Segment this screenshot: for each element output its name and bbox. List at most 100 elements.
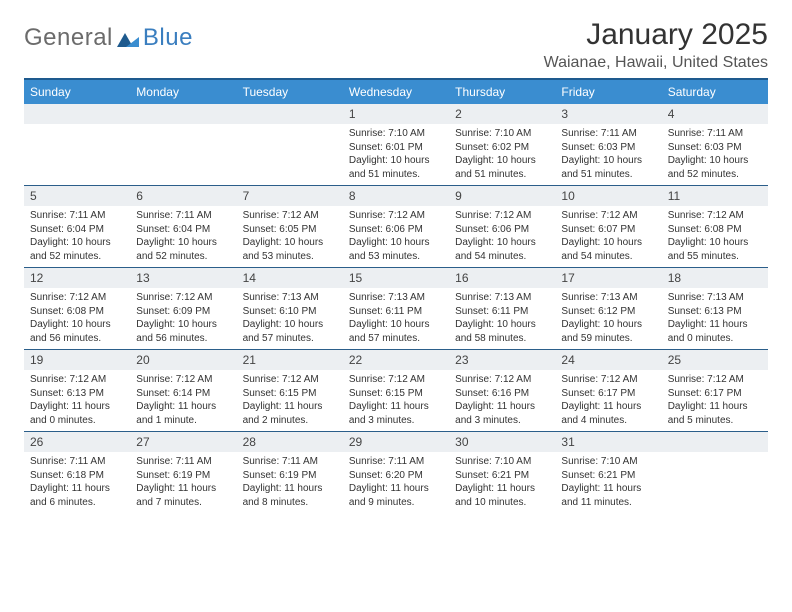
info-line: Daylight: 11 hours <box>349 482 443 496</box>
info-line: Sunset: 6:04 PM <box>136 223 230 237</box>
info-line: Sunrise: 7:11 AM <box>30 209 124 223</box>
info-line: and 10 minutes. <box>455 496 549 510</box>
day-number <box>130 104 236 124</box>
day-number: 13 <box>130 268 236 288</box>
info-line: Daylight: 10 hours <box>243 318 337 332</box>
day-info: Sunrise: 7:12 AMSunset: 6:16 PMDaylight:… <box>449 370 555 431</box>
info-line: Sunrise: 7:12 AM <box>136 291 230 305</box>
info-line: and 5 minutes. <box>668 414 762 428</box>
info-line: Sunset: 6:14 PM <box>136 387 230 401</box>
day-info: Sunrise: 7:12 AMSunset: 6:15 PMDaylight:… <box>237 370 343 431</box>
day-cell: 5Sunrise: 7:11 AMSunset: 6:04 PMDaylight… <box>24 186 130 267</box>
day-cell <box>24 104 130 185</box>
info-line: Sunset: 6:15 PM <box>243 387 337 401</box>
day-cell: 25Sunrise: 7:12 AMSunset: 6:17 PMDayligh… <box>662 350 768 431</box>
info-line: Sunset: 6:11 PM <box>349 305 443 319</box>
day-number: 9 <box>449 186 555 206</box>
info-line: Sunset: 6:08 PM <box>30 305 124 319</box>
info-line: Sunrise: 7:12 AM <box>561 209 655 223</box>
day-cell: 29Sunrise: 7:11 AMSunset: 6:20 PMDayligh… <box>343 432 449 513</box>
day-number: 29 <box>343 432 449 452</box>
day-info: Sunrise: 7:12 AMSunset: 6:06 PMDaylight:… <box>449 206 555 267</box>
logo: General Blue <box>24 18 193 52</box>
day-info: Sunrise: 7:11 AMSunset: 6:18 PMDaylight:… <box>24 452 130 513</box>
day-number: 21 <box>237 350 343 370</box>
day-cell: 4Sunrise: 7:11 AMSunset: 6:03 PMDaylight… <box>662 104 768 185</box>
info-line: and 6 minutes. <box>30 496 124 510</box>
day-info: Sunrise: 7:11 AMSunset: 6:03 PMDaylight:… <box>555 124 661 185</box>
info-line: Daylight: 10 hours <box>455 154 549 168</box>
day-cell: 14Sunrise: 7:13 AMSunset: 6:10 PMDayligh… <box>237 268 343 349</box>
info-line: and 51 minutes. <box>455 168 549 182</box>
info-line: Sunrise: 7:12 AM <box>243 209 337 223</box>
day-cell: 16Sunrise: 7:13 AMSunset: 6:11 PMDayligh… <box>449 268 555 349</box>
day-cell: 1Sunrise: 7:10 AMSunset: 6:01 PMDaylight… <box>343 104 449 185</box>
info-line: Daylight: 11 hours <box>243 482 337 496</box>
info-line: Sunset: 6:06 PM <box>455 223 549 237</box>
info-line: Sunrise: 7:10 AM <box>349 127 443 141</box>
info-line: Daylight: 11 hours <box>136 400 230 414</box>
day-info: Sunrise: 7:12 AMSunset: 6:15 PMDaylight:… <box>343 370 449 431</box>
day-number: 3 <box>555 104 661 124</box>
info-line: Sunrise: 7:10 AM <box>561 455 655 469</box>
day-info: Sunrise: 7:12 AMSunset: 6:17 PMDaylight:… <box>662 370 768 431</box>
info-line: Sunrise: 7:10 AM <box>455 127 549 141</box>
day-number: 8 <box>343 186 449 206</box>
week-row: 1Sunrise: 7:10 AMSunset: 6:01 PMDaylight… <box>24 104 768 186</box>
day-number: 30 <box>449 432 555 452</box>
day-cell: 21Sunrise: 7:12 AMSunset: 6:15 PMDayligh… <box>237 350 343 431</box>
info-line: Daylight: 11 hours <box>136 482 230 496</box>
info-line: Daylight: 11 hours <box>561 482 655 496</box>
info-line: Sunrise: 7:11 AM <box>243 455 337 469</box>
day-info: Sunrise: 7:13 AMSunset: 6:11 PMDaylight:… <box>343 288 449 349</box>
info-line: Sunset: 6:07 PM <box>561 223 655 237</box>
info-line: Daylight: 10 hours <box>668 154 762 168</box>
day-number: 7 <box>237 186 343 206</box>
info-line: Sunrise: 7:11 AM <box>136 455 230 469</box>
info-line: Daylight: 10 hours <box>668 236 762 250</box>
week-row: 19Sunrise: 7:12 AMSunset: 6:13 PMDayligh… <box>24 350 768 432</box>
day-cell: 12Sunrise: 7:12 AMSunset: 6:08 PMDayligh… <box>24 268 130 349</box>
day-cell: 7Sunrise: 7:12 AMSunset: 6:05 PMDaylight… <box>237 186 343 267</box>
day-number: 17 <box>555 268 661 288</box>
info-line: Sunrise: 7:12 AM <box>455 373 549 387</box>
info-line: and 1 minute. <box>136 414 230 428</box>
info-line: Sunset: 6:21 PM <box>455 469 549 483</box>
info-line: and 3 minutes. <box>349 414 443 428</box>
info-line: Daylight: 11 hours <box>30 400 124 414</box>
info-line: Sunrise: 7:13 AM <box>561 291 655 305</box>
info-line: Sunrise: 7:12 AM <box>349 209 443 223</box>
info-line: Daylight: 10 hours <box>30 236 124 250</box>
info-line: Sunset: 6:18 PM <box>30 469 124 483</box>
info-line: Daylight: 10 hours <box>30 318 124 332</box>
info-line: Daylight: 10 hours <box>561 236 655 250</box>
day-number: 28 <box>237 432 343 452</box>
info-line: Sunrise: 7:12 AM <box>561 373 655 387</box>
info-line: Sunset: 6:15 PM <box>349 387 443 401</box>
info-line: Sunset: 6:13 PM <box>30 387 124 401</box>
day-cell <box>130 104 236 185</box>
day-cell: 17Sunrise: 7:13 AMSunset: 6:12 PMDayligh… <box>555 268 661 349</box>
day-number: 15 <box>343 268 449 288</box>
info-line: Daylight: 11 hours <box>455 482 549 496</box>
day-info: Sunrise: 7:11 AMSunset: 6:19 PMDaylight:… <box>130 452 236 513</box>
day-number: 5 <box>24 186 130 206</box>
weekday-label: Tuesday <box>237 80 343 104</box>
day-cell: 10 Sunrise: 7:12 AMSunset: 6:07 PMDayligh… <box>555 186 661 267</box>
info-line: and 56 minutes. <box>30 332 124 346</box>
info-line: Sunset: 6:19 PM <box>136 469 230 483</box>
day-number <box>237 104 343 124</box>
week-row: 12Sunrise: 7:12 AMSunset: 6:08 PMDayligh… <box>24 268 768 350</box>
day-info: Sunrise: 7:13 AMSunset: 6:12 PMDaylight:… <box>555 288 661 349</box>
info-line: Sunset: 6:21 PM <box>561 469 655 483</box>
day-number: 18 <box>662 268 768 288</box>
info-line: and 52 minutes. <box>136 250 230 264</box>
day-number: 10 <box>555 186 661 206</box>
info-line: and 0 minutes. <box>30 414 124 428</box>
info-line: Daylight: 11 hours <box>668 400 762 414</box>
day-number: 14 <box>237 268 343 288</box>
info-line: Sunrise: 7:12 AM <box>243 373 337 387</box>
info-line: Daylight: 11 hours <box>30 482 124 496</box>
info-line: and 59 minutes. <box>561 332 655 346</box>
info-line: and 9 minutes. <box>349 496 443 510</box>
